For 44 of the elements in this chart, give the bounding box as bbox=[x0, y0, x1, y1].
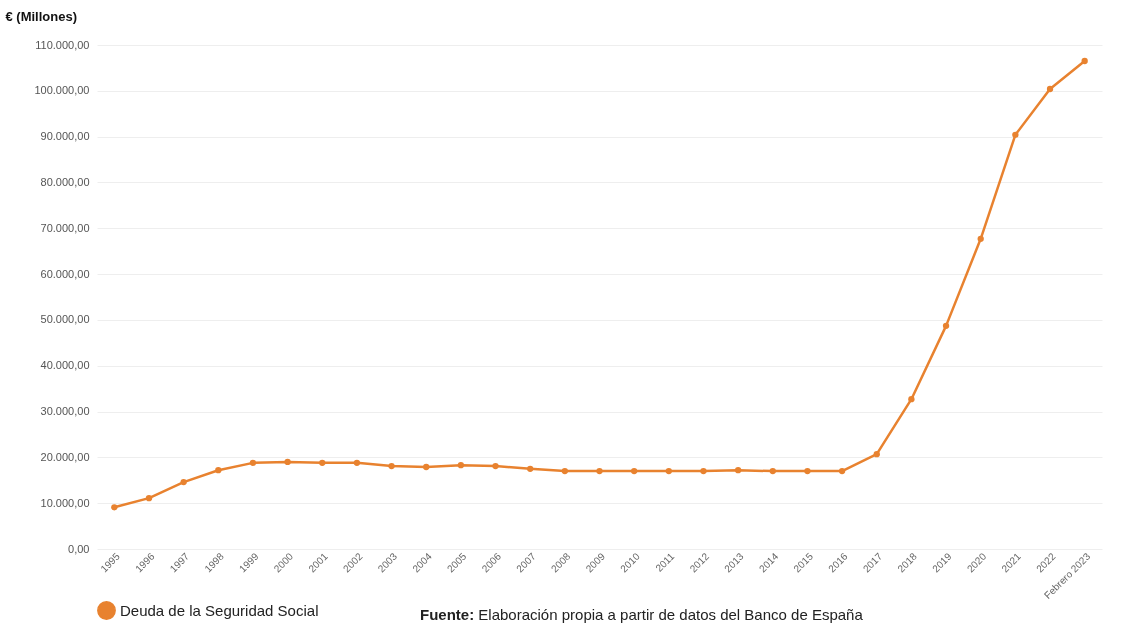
point bbox=[145, 494, 153, 502]
source-note: Fuente: Elaboración propia a partir de datos del Banco de España bbox=[420, 606, 863, 623]
point bbox=[700, 467, 707, 475]
point bbox=[977, 235, 984, 242]
y-axis-title: € (Millones) bbox=[5, 8, 78, 24]
y-tick-label: 80.000,00 bbox=[40, 175, 90, 188]
point bbox=[908, 396, 915, 403]
y-tick-label: 30.000,00 bbox=[40, 405, 90, 418]
y-tick-label: 90.000,00 bbox=[40, 130, 90, 143]
point bbox=[804, 467, 811, 475]
point bbox=[596, 467, 603, 475]
y-tick-label: 110.000,00 bbox=[35, 38, 90, 51]
point bbox=[665, 467, 672, 475]
point bbox=[630, 467, 638, 475]
point bbox=[1081, 57, 1088, 65]
point bbox=[492, 462, 499, 470]
y-tick-label: 70.000,00 bbox=[40, 221, 90, 234]
point bbox=[734, 467, 742, 474]
point bbox=[319, 459, 326, 467]
point bbox=[111, 504, 118, 511]
point bbox=[457, 462, 465, 469]
point bbox=[284, 458, 291, 466]
point bbox=[215, 467, 222, 474]
point bbox=[1046, 85, 1054, 93]
y-tick-label: 10.000,00 bbox=[40, 496, 90, 509]
point bbox=[561, 467, 569, 475]
point bbox=[388, 462, 395, 470]
y-tick-label: 100.000,00 bbox=[34, 84, 90, 97]
point bbox=[527, 465, 534, 472]
point bbox=[353, 459, 361, 467]
point bbox=[249, 459, 257, 467]
legend-label: Deuda de la Seguridad Social bbox=[120, 601, 319, 619]
y-tick-label: 50.000,00 bbox=[40, 313, 90, 326]
point bbox=[769, 467, 776, 475]
y-tick-label: 0,00 bbox=[68, 542, 90, 555]
point bbox=[423, 463, 430, 471]
point bbox=[942, 322, 950, 330]
point bbox=[180, 478, 187, 486]
point bbox=[838, 467, 846, 475]
y-tick-label: 20.000,00 bbox=[40, 450, 90, 463]
point bbox=[1012, 131, 1019, 138]
y-tick-label: 60.000,00 bbox=[40, 267, 90, 280]
point bbox=[873, 451, 880, 458]
y-tick-label: 40.000,00 bbox=[40, 359, 90, 372]
